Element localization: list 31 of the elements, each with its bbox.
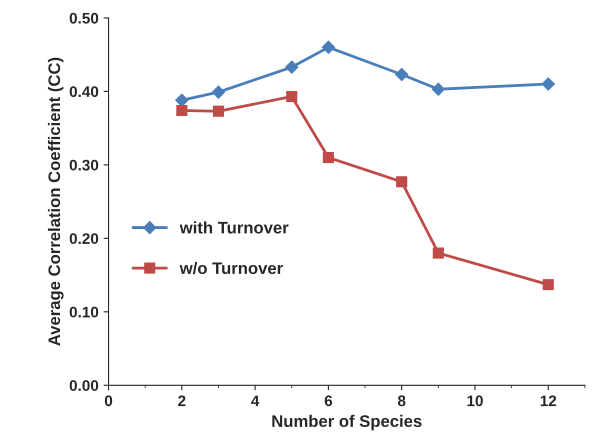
x-tick-label: 8 <box>398 395 406 406</box>
x-tick-label: 2 <box>178 395 186 406</box>
point <box>432 247 444 259</box>
x-tick-label: 12 <box>540 395 556 406</box>
legend-label: with Turnover <box>180 221 288 234</box>
point <box>542 77 555 91</box>
point <box>285 60 298 74</box>
x-axis-title: Number of Species <box>272 414 422 430</box>
point <box>396 176 408 188</box>
x-tick-label: 4 <box>251 396 260 406</box>
y-tick-label: 0.30 <box>70 160 98 171</box>
point <box>432 82 445 96</box>
legend-label: w/o Turnover <box>180 262 283 274</box>
y-axis-title: Average Correlation Coefficient (CC) <box>48 58 64 346</box>
point <box>395 68 408 82</box>
x-tick-label: 0 <box>104 395 112 406</box>
point <box>322 152 334 164</box>
point <box>176 104 188 116</box>
point <box>175 94 188 107</box>
y-tick-label: 0.00 <box>70 380 98 391</box>
point <box>212 106 224 117</box>
y-tick-label: 0.20 <box>70 233 98 244</box>
y-tick-label: 0.50 <box>70 12 98 24</box>
y-tick-label: 0.40 <box>70 86 98 98</box>
point <box>286 90 298 102</box>
x-tick-label: 6 <box>324 395 332 406</box>
y-tick-label: 0.10 <box>70 306 98 318</box>
point <box>542 279 554 290</box>
point <box>322 40 335 54</box>
x-tick-label: 10 <box>467 395 483 406</box>
point <box>212 86 226 99</box>
